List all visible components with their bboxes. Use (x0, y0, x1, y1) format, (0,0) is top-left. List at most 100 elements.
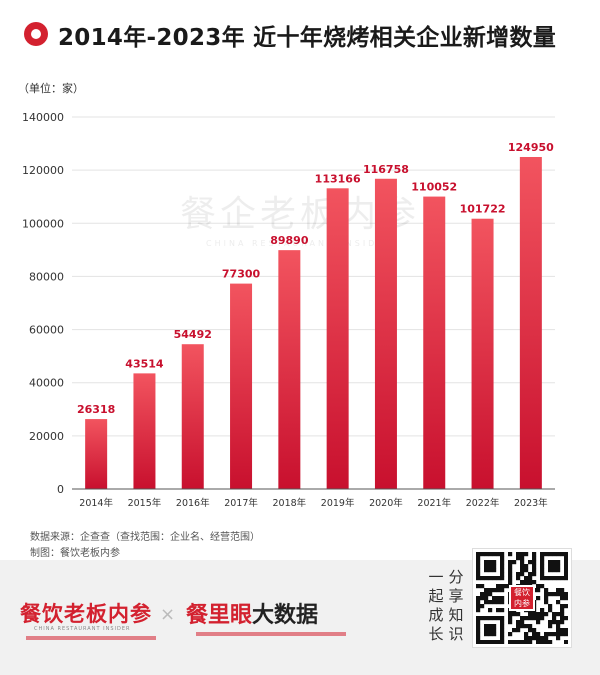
qr-module (536, 632, 541, 637)
qr-module (552, 592, 557, 597)
qr-module (508, 632, 513, 637)
bar (326, 188, 349, 490)
y-tick-label: 100000 (22, 217, 64, 230)
qr-module (528, 624, 533, 629)
qr-module (528, 636, 533, 641)
qr-module (500, 560, 505, 565)
qr-module (548, 604, 553, 609)
qr-module (496, 596, 501, 601)
qr-module (496, 600, 501, 605)
qr-module (488, 552, 493, 557)
qr-module (516, 552, 521, 557)
qr-module (512, 640, 517, 645)
qr-module (476, 640, 481, 645)
qr-module (516, 612, 521, 617)
brand-left-underline (26, 636, 156, 640)
qr-module (500, 572, 505, 577)
y-tick-label: 0 (57, 483, 64, 496)
qr-module (556, 628, 561, 633)
qr-module (532, 612, 537, 617)
collab-times-icon: × (160, 604, 176, 625)
qr-module (492, 588, 497, 593)
qr-module (560, 592, 565, 597)
qr-module (516, 576, 521, 581)
qr-module (552, 632, 557, 637)
qr-module (536, 640, 541, 645)
qr-module (540, 552, 545, 557)
qr-module (532, 564, 537, 569)
qr-module (540, 564, 545, 569)
qr-module (496, 576, 501, 581)
qr-module (484, 568, 489, 573)
qr-module (532, 560, 537, 565)
qr-module (488, 564, 493, 569)
qr-module (520, 552, 525, 557)
qr-module (564, 552, 569, 557)
qr-module (564, 568, 569, 573)
qr-module (544, 552, 549, 557)
slogan-column-2: 分享知识 (448, 568, 464, 643)
qr-module (520, 616, 525, 621)
qr-module (508, 616, 513, 621)
qr-module (532, 572, 537, 577)
x-tick-label: 2019年 (321, 497, 355, 509)
qr-module (560, 632, 565, 637)
qr-module (484, 588, 489, 593)
watermark-text-en: CHINA RESTAURANT INSIDER (206, 239, 394, 248)
qr-module (488, 588, 493, 593)
qr-module (500, 576, 505, 581)
qr-module (484, 560, 489, 565)
qr-module (500, 584, 505, 589)
data-label: 124950 (508, 141, 554, 154)
qr-code[interactable]: 餐饮内参 (472, 548, 572, 648)
qr-module (500, 564, 505, 569)
qr-module (496, 608, 501, 613)
qr-module (528, 580, 533, 585)
qr-module (548, 632, 553, 637)
qr-module (532, 616, 537, 621)
qr-module (564, 572, 569, 577)
bar (471, 218, 494, 489)
bar (278, 250, 301, 489)
qr-module (564, 640, 569, 645)
qr-module (520, 624, 525, 629)
qr-module (516, 572, 521, 577)
qr-module (500, 556, 505, 561)
qr-module (500, 620, 505, 625)
qr-module (540, 556, 545, 561)
qr-module (544, 576, 549, 581)
x-tick-label: 2014年 (79, 497, 113, 509)
data-label: 43514 (125, 357, 164, 370)
qr-module (536, 596, 541, 601)
record-circle-icon (24, 22, 48, 46)
x-tick-label: 2023年 (514, 497, 548, 509)
qr-module (476, 576, 481, 581)
qr-module (532, 580, 537, 585)
x-tick-label: 2022年 (466, 497, 500, 509)
qr-module (480, 592, 485, 597)
brand-logo-left: 餐饮老板内参 (20, 601, 152, 626)
qr-module (536, 588, 541, 593)
y-tick-label: 20000 (29, 430, 64, 443)
qr-module (484, 552, 489, 557)
qr-module (488, 628, 493, 633)
qr-module (532, 556, 537, 561)
qr-module (480, 616, 485, 621)
qr-module (556, 624, 561, 629)
qr-module (528, 572, 533, 577)
qr-module (516, 624, 521, 629)
qr-module (548, 560, 553, 565)
qr-module (492, 628, 497, 633)
qr-module (544, 640, 549, 645)
qr-module (476, 584, 481, 589)
data-label: 101722 (460, 203, 506, 216)
qr-module (556, 612, 561, 617)
qr-module (488, 560, 493, 565)
qr-module (552, 568, 557, 573)
x-tick-label: 2017年 (224, 497, 258, 509)
qr-module (508, 564, 513, 569)
qr-module (496, 552, 501, 557)
x-tick-label: 2020年 (369, 497, 403, 509)
qr-module (492, 632, 497, 637)
